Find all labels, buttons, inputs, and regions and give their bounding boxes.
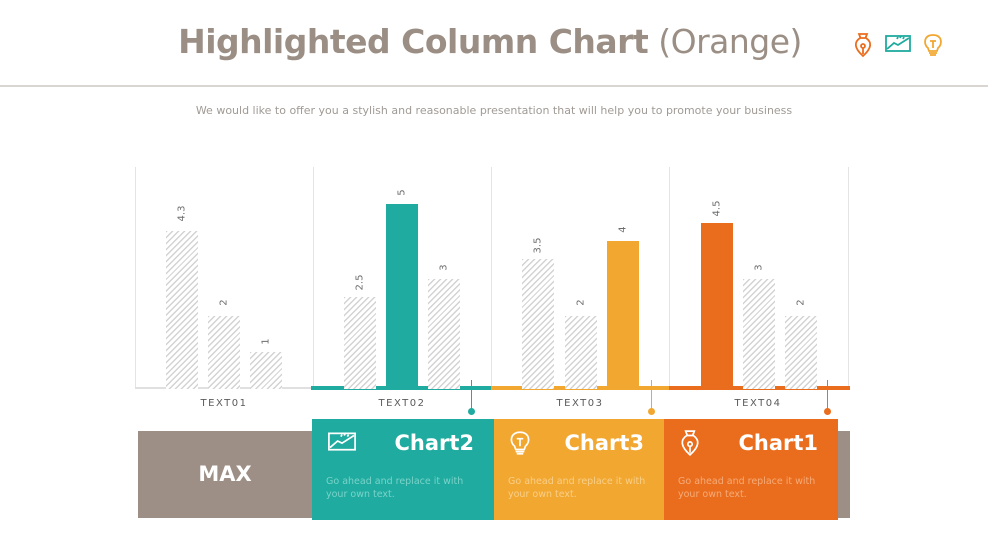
connector-dot [648,408,655,415]
header-icons [852,32,944,58]
bar-text03-s1[interactable] [522,259,554,389]
category-label: TEXT02 [378,398,426,409]
bar-value-label: 3 [438,264,450,271]
lightbulb-icon [510,431,530,455]
title-bold: Highlighted Column Chart [178,22,649,61]
bar-value-label: 1 [260,338,272,345]
bar-value-label: 3.5 [532,237,544,254]
card-title: Chart2 [394,431,474,455]
bar-value-label: 4 [617,226,629,233]
bar-text02-s2-highlight[interactable] [386,204,418,389]
card-text: Go ahead and replace it with your own te… [678,476,816,500]
bar-value-label: 2 [218,299,230,306]
bar-text01-s2[interactable] [208,316,240,389]
panel-divider [135,167,136,389]
bar-value-label: 3 [753,264,765,271]
card-text: Go ahead and replace it with your own te… [508,476,646,500]
subtitle: We would like to offer you a stylish and… [195,104,793,117]
panel-divider [669,167,670,389]
bar-text02-s3[interactable] [428,279,460,389]
connector-line [471,380,472,410]
connector-line [651,380,652,410]
category-label: TEXT04 [734,398,782,409]
lightbulb-icon [924,34,942,56]
bar-text04-s3[interactable] [785,316,817,389]
title-normal: (Orange) [658,22,802,61]
panel-divider [313,167,314,389]
bar-text04-s2[interactable] [743,279,775,389]
header-divider [0,85,988,87]
card-title: Chart3 [564,431,644,455]
pen-nib-icon [681,430,699,456]
connector-dot [468,408,475,415]
max-label: MAX [198,462,252,486]
bar-value-label: 2 [795,299,807,306]
bar-value-label: 2.5 [354,274,366,291]
connector-line [827,380,828,410]
chart-image-icon [328,432,356,451]
card-chart1[interactable]: Chart1 Go ahead and replace it with your… [664,419,838,520]
bar-text02-s1[interactable] [344,297,376,389]
card-chart3[interactable]: Chart3 Go ahead and replace it with your… [494,419,664,520]
bar-text03-s3-highlight[interactable] [607,241,639,389]
chart-image-icon [885,35,911,52]
category-label: TEXT01 [200,398,248,409]
bar-value-label: 4.5 [711,200,723,217]
bar-text01-s3[interactable] [250,352,282,389]
category-label: TEXT03 [556,398,604,409]
bar-text01-s1[interactable] [166,231,198,389]
connector-dot [824,408,831,415]
card-text: Go ahead and replace it with your own te… [326,476,464,500]
card-title: Chart1 [738,431,818,455]
card-chart2[interactable]: Chart2 Go ahead and replace it with your… [312,419,494,520]
pen-nib-icon [854,33,872,58]
bar-text04-s1-highlight[interactable] [701,223,733,389]
panel-divider [848,167,849,389]
bar-text03-s2[interactable] [565,316,597,389]
panel-divider [491,167,492,389]
bar-value-label: 5 [396,189,408,196]
bar-value-label: 2 [575,299,587,306]
page-title: Highlighted Column Chart (Orange) [0,22,980,61]
bar-value-label: 4.3 [176,205,188,222]
